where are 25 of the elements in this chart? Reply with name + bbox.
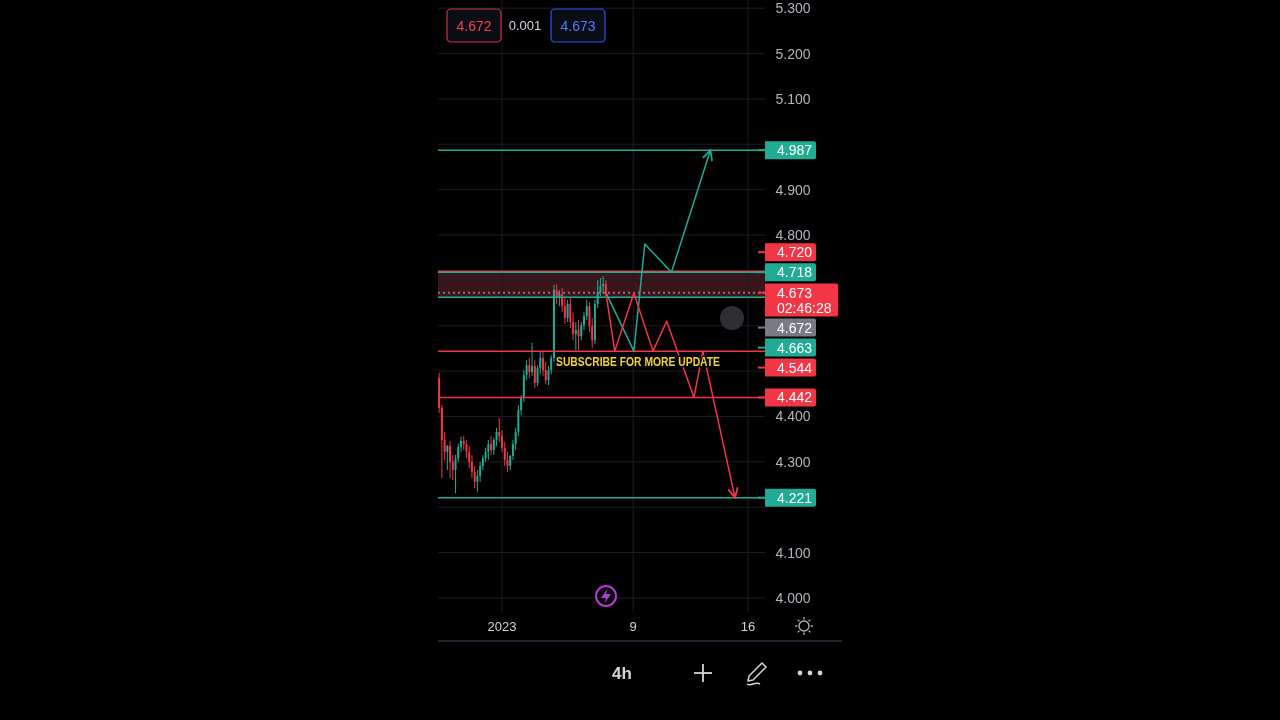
text: 4h (612, 663, 632, 683)
ref-line-label: 4.987 (777, 142, 813, 159)
y-tick-label: 5.200 (775, 45, 811, 62)
y-tick-label: 4.900 (775, 181, 811, 198)
y-tick-label: 4.400 (775, 408, 811, 425)
ref-line-label: 4.442 (777, 389, 813, 406)
x-tick-label: 2023 (487, 618, 517, 634)
y-tick-label: 4.800 (775, 227, 811, 243)
legend-label: 4.672 (777, 319, 813, 336)
x-tick-label: 16 (740, 618, 756, 634)
annotation: 4.673 (560, 17, 596, 34)
y-tick-label: 5.100 (775, 90, 811, 107)
legend-label: 4.720 (777, 244, 813, 261)
ref-line-label: 4.221 (777, 489, 813, 506)
annotation: 0.001 (508, 18, 542, 33)
x-tick-label: 9 (629, 618, 637, 634)
y-tick-label: 4.100 (775, 544, 811, 561)
annotation: 4.672 (456, 17, 492, 34)
ref-line-label: 4.673 02:46:28 (777, 284, 832, 316)
ref-line-label: 4.718 (777, 264, 813, 281)
y-tick-label: 4.300 (775, 453, 811, 470)
y-tick-label: 5.300 (775, 0, 811, 17)
legend-label: 4.663 (777, 339, 813, 356)
y-tick-label: 4.000 (775, 589, 811, 606)
legend-label: 4.544 (777, 359, 813, 376)
